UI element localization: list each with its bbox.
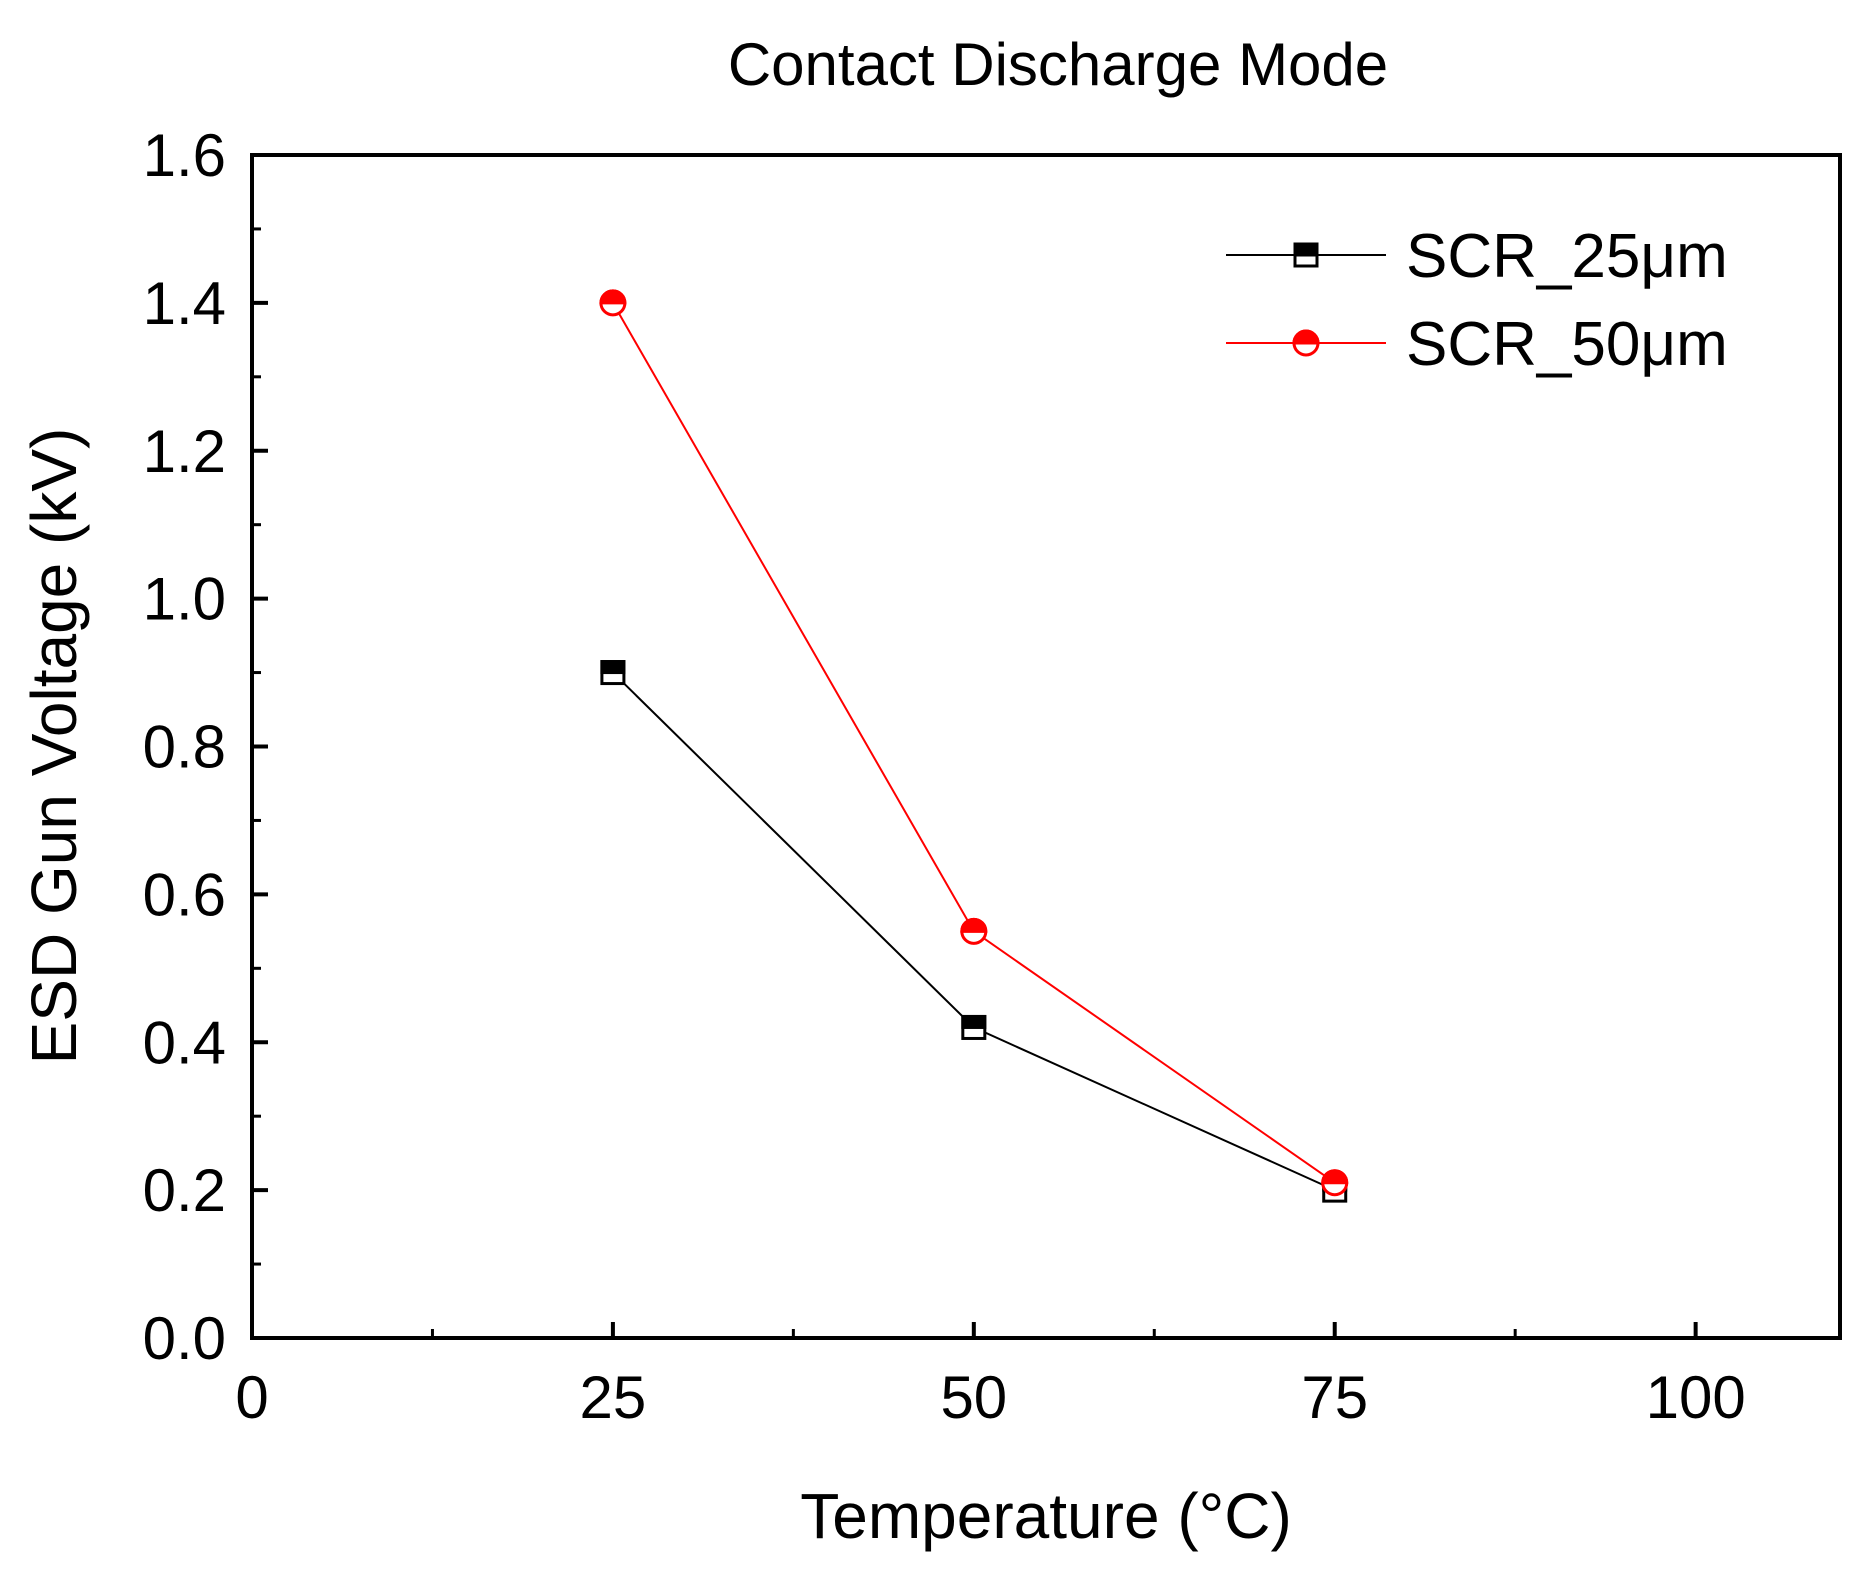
y-tick-label: 1.0: [143, 566, 226, 633]
legend-item: SCR_50μm: [1226, 310, 1728, 379]
y-axis-ticks: 0.0 0.2 0.4 0.6 0.8 1.0 1.2 1.4 1.6: [143, 122, 268, 1372]
legend-label: SCR_25μm: [1406, 222, 1728, 291]
x-tick-label: 100: [1646, 1364, 1746, 1431]
data-point: [1321, 1169, 1349, 1197]
y-tick-label: 1.2: [143, 418, 226, 485]
legend-marker: [1292, 329, 1320, 357]
y-tick-label: 1.6: [143, 122, 226, 189]
series-layer: [599, 289, 1349, 1203]
data-point: [960, 917, 988, 945]
x-tick-label: 0: [235, 1364, 268, 1431]
y-tick-label: 0.6: [143, 861, 226, 928]
legend: SCR_25μm SCR_50μm: [1226, 222, 1728, 379]
series-line: [612, 302, 1336, 1184]
data-point: [961, 1014, 987, 1040]
legend-marker: [1293, 242, 1319, 268]
y-tick-label: 0.0: [143, 1305, 226, 1372]
y-tick-label: 0.8: [143, 714, 226, 781]
legend-label: SCR_50μm: [1406, 310, 1728, 379]
chart-title: Contact Discharge Mode: [728, 31, 1388, 98]
legend-item: SCR_25μm: [1226, 222, 1728, 291]
series-1: [599, 289, 1349, 1197]
y-tick-label: 0.2: [143, 1157, 226, 1224]
x-tick-label: 75: [1301, 1364, 1368, 1431]
x-tick-label: 25: [580, 1364, 647, 1431]
y-tick-label: 1.4: [143, 270, 226, 337]
x-axis-ticks: 0 25 50 75 100: [235, 1322, 1746, 1431]
x-tick-label: 50: [940, 1364, 1007, 1431]
x-axis-label: Temperature (°C): [800, 1480, 1292, 1552]
data-point: [600, 660, 626, 686]
data-point: [599, 289, 627, 317]
y-tick-label: 0.4: [143, 1009, 226, 1076]
y-axis-label: ESD Gun Voltage (kV): [18, 428, 90, 1065]
